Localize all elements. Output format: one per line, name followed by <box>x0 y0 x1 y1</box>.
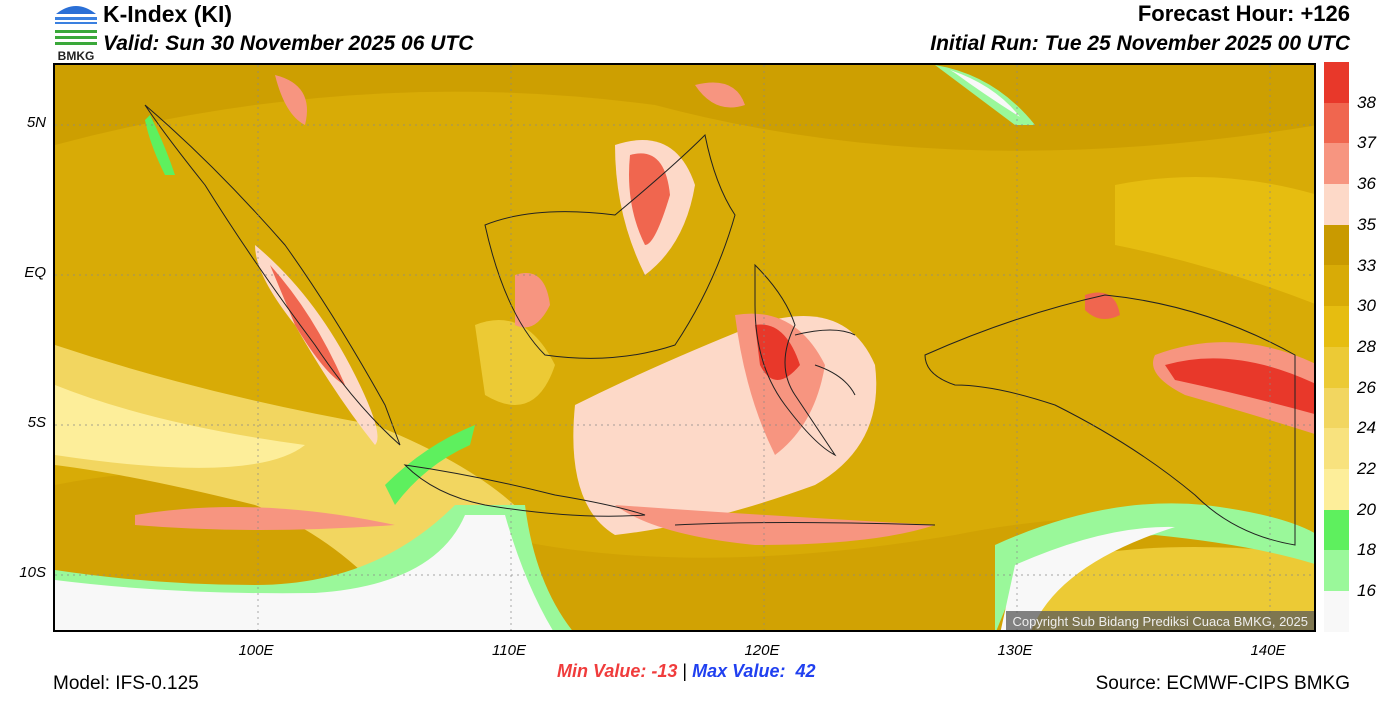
colorbar-bin <box>1324 224 1349 266</box>
colorbar-label: 37 <box>1357 133 1376 153</box>
lon-label: 130E <box>997 642 1033 659</box>
graticule <box>55 65 1314 630</box>
lon-label: 120E <box>744 642 780 659</box>
colorbar-label: 26 <box>1357 377 1376 397</box>
colorbar-label: 20 <box>1357 499 1376 519</box>
max-value: Max Value: 42 <box>692 661 816 681</box>
map-field <box>55 65 1314 630</box>
colorbar-label: 30 <box>1357 296 1376 316</box>
colorbar-bin <box>1324 468 1349 510</box>
colorbar-label: 24 <box>1357 418 1376 438</box>
valid-time: Valid: Sun 30 November 2025 06 UTC <box>103 32 474 55</box>
colorbar-label: 22 <box>1357 459 1376 478</box>
forecast-hour: Forecast Hour: +126 <box>1137 1 1350 26</box>
initial-run: Initial Run: Tue 25 November 2025 00 UTC <box>930 32 1350 55</box>
lat-label: 5S <box>27 414 46 431</box>
lon-label: 110E <box>492 642 526 659</box>
source-label: Source: ECMWF-CIPS BMKG <box>1095 673 1350 694</box>
colorbar-bin <box>1324 550 1349 591</box>
lon-label: 100E <box>238 642 274 659</box>
lon-label: 140E <box>1250 642 1286 659</box>
colorbar-bin <box>1324 265 1349 307</box>
colorbar-label: 16 <box>1357 581 1376 601</box>
colorbar-bin <box>1324 143 1349 185</box>
colorbar-label: 35 <box>1357 214 1376 234</box>
high-ki-regions <box>135 75 1314 545</box>
map-title: K-Index (KI) <box>103 1 233 27</box>
colorbar-label: 36 <box>1357 174 1376 194</box>
colorbar-label: 33 <box>1357 255 1376 275</box>
colorbar-bin <box>1324 102 1349 144</box>
copyright-notice: Copyright Sub Bidang Prediksi Cuaca BMKG… <box>1006 611 1314 630</box>
logo-text: BMKG <box>58 49 95 62</box>
lat-label: 10S <box>19 564 46 581</box>
model-label: Model: IFS-0.125 <box>53 673 199 694</box>
colorbar <box>1324 62 1349 632</box>
colorbar-bin <box>1324 346 1349 388</box>
lat-label: 5N <box>26 114 46 131</box>
colorbar-bin <box>1324 428 1349 469</box>
colorbar-label: 38 <box>1357 92 1376 112</box>
min-max-values: Min Value: -13 | Max Value: 42 <box>557 661 815 682</box>
colorbar-label: 18 <box>1357 540 1376 560</box>
bmkg-logo: BMKG <box>52 0 100 63</box>
colorbar-bin <box>1324 184 1349 225</box>
green-white-regions <box>55 65 1314 630</box>
colorbar-bin <box>1324 387 1349 429</box>
colorbar-bin <box>1324 590 1349 632</box>
min-value: Min Value: -13 <box>557 661 678 681</box>
colorbar-bin <box>1324 62 1349 103</box>
separator: | <box>682 661 688 681</box>
lat-label: EQ <box>24 264 46 281</box>
colorbar-bin <box>1324 509 1349 551</box>
k-index-map: Copyright Sub Bidang Prediksi Cuaca BMKG… <box>53 63 1316 632</box>
coastlines <box>144 104 1296 546</box>
colorbar-bin <box>1324 306 1349 347</box>
colorbar-label: 28 <box>1357 336 1376 356</box>
